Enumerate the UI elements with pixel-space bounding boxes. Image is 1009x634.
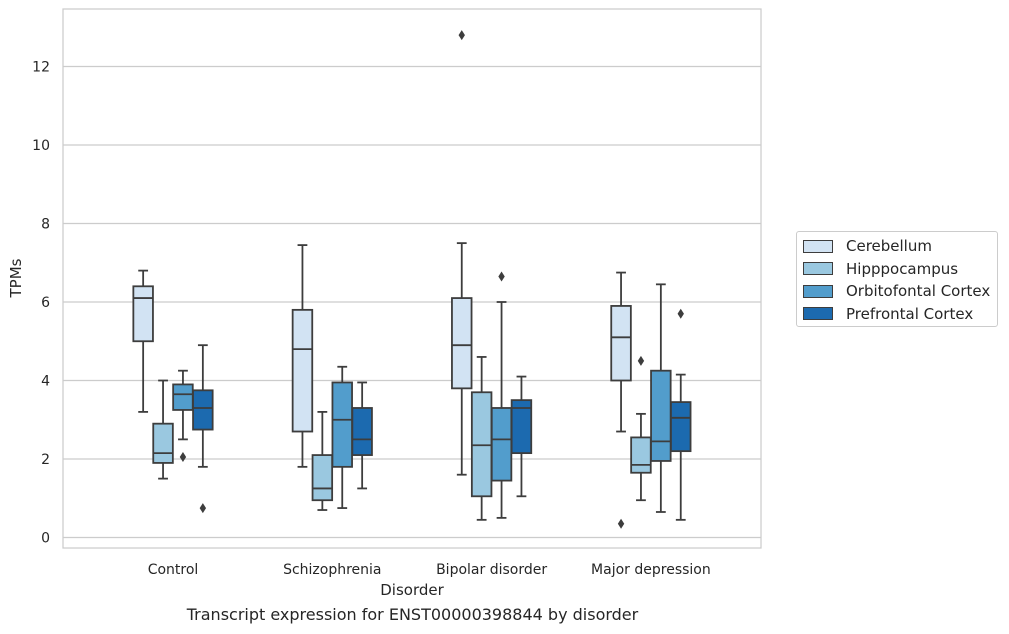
outlier-point (179, 452, 187, 463)
box-body (670, 401, 692, 453)
x-axis-title: Disorder (380, 581, 444, 599)
y-tick-label: 12 (32, 60, 50, 76)
outlier-point (617, 518, 625, 529)
legend-label: Hipppocampus (846, 259, 959, 278)
box-body (291, 308, 314, 433)
box-body (451, 297, 473, 390)
box-body (630, 436, 652, 474)
box-body (311, 454, 334, 502)
box-mark (610, 271, 632, 529)
x-tick-label: Bipolar disorder (436, 562, 547, 578)
outlier-point (498, 271, 505, 282)
legend-swatch (803, 284, 833, 298)
x-tick-labels: Control Schizophrenia Bipolar disorder Majo… (148, 562, 711, 578)
box-body (351, 407, 373, 456)
box-mark (630, 355, 652, 502)
outlier-point (199, 503, 207, 514)
legend-item-hippocampus: Hipppocampus (803, 258, 997, 281)
outlier-point (458, 30, 465, 41)
legend-swatch (803, 262, 833, 276)
box-mark (192, 344, 214, 514)
x-tick-label: Major depression (591, 562, 711, 578)
box-body (490, 407, 513, 482)
box-body (470, 391, 493, 498)
y-tick-label: 6 (41, 295, 50, 311)
box-body (331, 381, 353, 468)
box-body (510, 399, 533, 455)
box-body (132, 285, 154, 343)
box-mark (670, 308, 692, 521)
box-plot-series (132, 30, 692, 529)
outlier-point (637, 355, 645, 366)
y-axis-title: TPMs (7, 258, 25, 298)
legend-label: Prefrontal Cortex (846, 304, 974, 323)
y-tick-labels: 0 2 4 6 8 10 12 (32, 60, 50, 547)
y-tick-label: 0 (41, 531, 50, 547)
legend-item-cerebellum: Cerebellum (803, 235, 997, 258)
legend-item-prefrontal-cortex: Prefrontal Cortex (803, 303, 997, 326)
y-tick-label: 4 (41, 374, 50, 390)
box-mark (490, 271, 513, 519)
outlier-point (677, 308, 684, 319)
box-mark (351, 381, 373, 490)
legend-label: Orbitofontal Cortex (846, 282, 991, 301)
box-body (192, 389, 214, 431)
box-body (172, 383, 194, 411)
y-tick-label: 10 (32, 138, 50, 154)
box-mark (311, 410, 334, 511)
grid-lines (63, 65, 761, 539)
box-mark (291, 244, 314, 468)
box-mark (172, 369, 194, 463)
box-mark (510, 375, 533, 498)
legend-item-orbitofrontal-cortex: Orbitofontal Cortex (803, 280, 997, 303)
x-tick-label: Control (148, 562, 199, 578)
box-mark (470, 356, 493, 521)
box-body (610, 305, 632, 382)
y-tick-label: 2 (41, 452, 50, 468)
box-body (152, 422, 174, 464)
box-mark (650, 283, 672, 513)
chart-legend: Cerebellum Hipppocampus Orbitofontal Cor… (796, 231, 998, 327)
legend-label: Cerebellum (846, 237, 932, 256)
box-body (650, 369, 672, 462)
box-mark (152, 379, 174, 480)
y-tick-label: 8 (41, 217, 50, 233)
chart-caption: Transcript expression for ENST0000039884… (186, 605, 639, 624)
x-tick-label: Schizophrenia (283, 562, 381, 578)
box-mark (132, 269, 154, 413)
legend-swatch (803, 239, 833, 253)
box-mark (331, 365, 353, 509)
box-mark (451, 30, 473, 476)
legend-swatch (803, 307, 833, 321)
plot-area-frame (62, 8, 762, 549)
